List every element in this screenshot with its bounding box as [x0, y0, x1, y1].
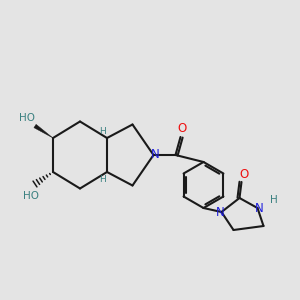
- Text: N: N: [151, 148, 160, 161]
- Text: N: N: [255, 202, 264, 214]
- Text: HO: HO: [19, 113, 35, 123]
- Text: H: H: [270, 195, 278, 205]
- Text: N: N: [216, 206, 225, 220]
- Polygon shape: [34, 124, 53, 138]
- Text: H: H: [99, 176, 105, 184]
- Text: H: H: [99, 127, 105, 136]
- Text: O: O: [177, 122, 186, 136]
- Text: HO: HO: [23, 191, 39, 201]
- Text: O: O: [239, 167, 248, 181]
